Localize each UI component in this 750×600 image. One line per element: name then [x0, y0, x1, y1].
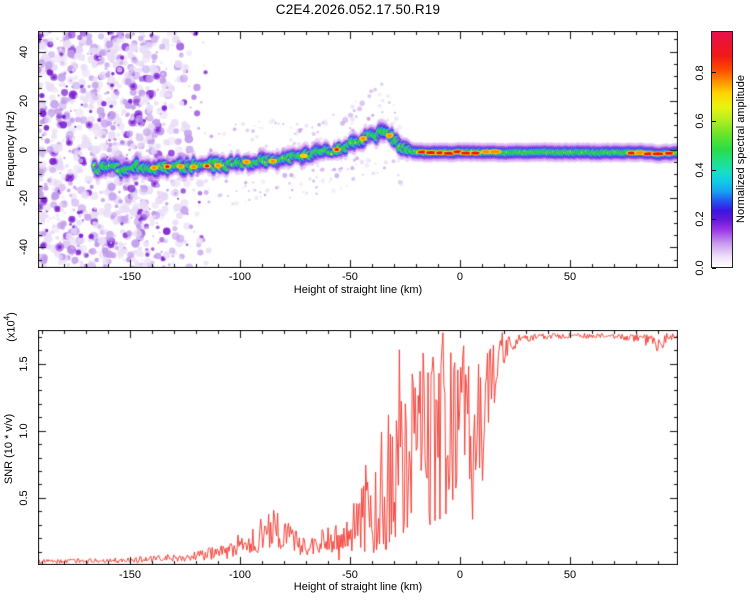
height-axis-label-top: Height of straight line (km) — [293, 284, 423, 296]
snr-x-tick-label: -150 — [118, 569, 141, 581]
plot-title: C2E4.2026.052.17.50.R19 — [275, 2, 441, 17]
colorbar-tick-mark — [712, 218, 716, 220]
snr-axis-label: SNR (10 * v/v) — [3, 413, 15, 485]
snr-y-tick-label: 1.5 — [18, 355, 30, 372]
colorbar-label: Normalized spectral amplitude — [735, 75, 747, 223]
colorbar-tick-label: 0.6 — [694, 113, 706, 130]
snr-x-tick-label: 0 — [456, 569, 464, 581]
spectrogram-x-tick-label: -100 — [228, 271, 251, 283]
spectrogram-x-tick-label: -50 — [342, 271, 358, 283]
spectrogram-x-tick-label: 0 — [456, 271, 464, 283]
snr-units-label: (x104) — [2, 312, 18, 342]
snr-canvas — [38, 330, 678, 565]
spectrogram-y-tick-label: 40 — [18, 45, 30, 58]
colorbar-tick-label: 0.4 — [694, 162, 706, 178]
colorbar-tick-mark — [712, 267, 716, 269]
spectrogram-y-tick-label: -40 — [18, 239, 30, 256]
height-axis-label-bottom: Height of straight line (km) — [293, 581, 423, 593]
colorbar-tick-mark — [712, 72, 716, 74]
spectrogram-y-tick-label: 20 — [18, 94, 30, 107]
snr-y-tick-label: 0.5 — [18, 490, 30, 506]
colorbar — [711, 31, 733, 268]
colorbar-tick-mark — [712, 169, 716, 171]
colorbar-tick-mark — [712, 120, 716, 122]
snr-x-tick-label: -50 — [342, 569, 358, 581]
snr-y-tick-label: 1.0 — [18, 423, 30, 439]
spectrogram-y-tick-label: -20 — [18, 190, 30, 207]
spectrogram-canvas — [38, 31, 678, 268]
snr-x-tick-label: -100 — [228, 569, 251, 581]
colorbar-tick-label: 0.0 — [694, 260, 706, 276]
spectrogram-x-tick-label: -150 — [118, 271, 141, 283]
colorbar-tick-label: 0.2 — [694, 211, 706, 227]
spectrogram-y-tick-label: 0 — [18, 146, 30, 153]
frequency-axis-label: Frequency (Hz) — [5, 111, 17, 187]
spectrogram-x-tick-label: 50 — [563, 271, 577, 283]
snr-x-tick-label: 50 — [563, 569, 577, 581]
colorbar-tick-label: 0.8 — [694, 64, 706, 81]
